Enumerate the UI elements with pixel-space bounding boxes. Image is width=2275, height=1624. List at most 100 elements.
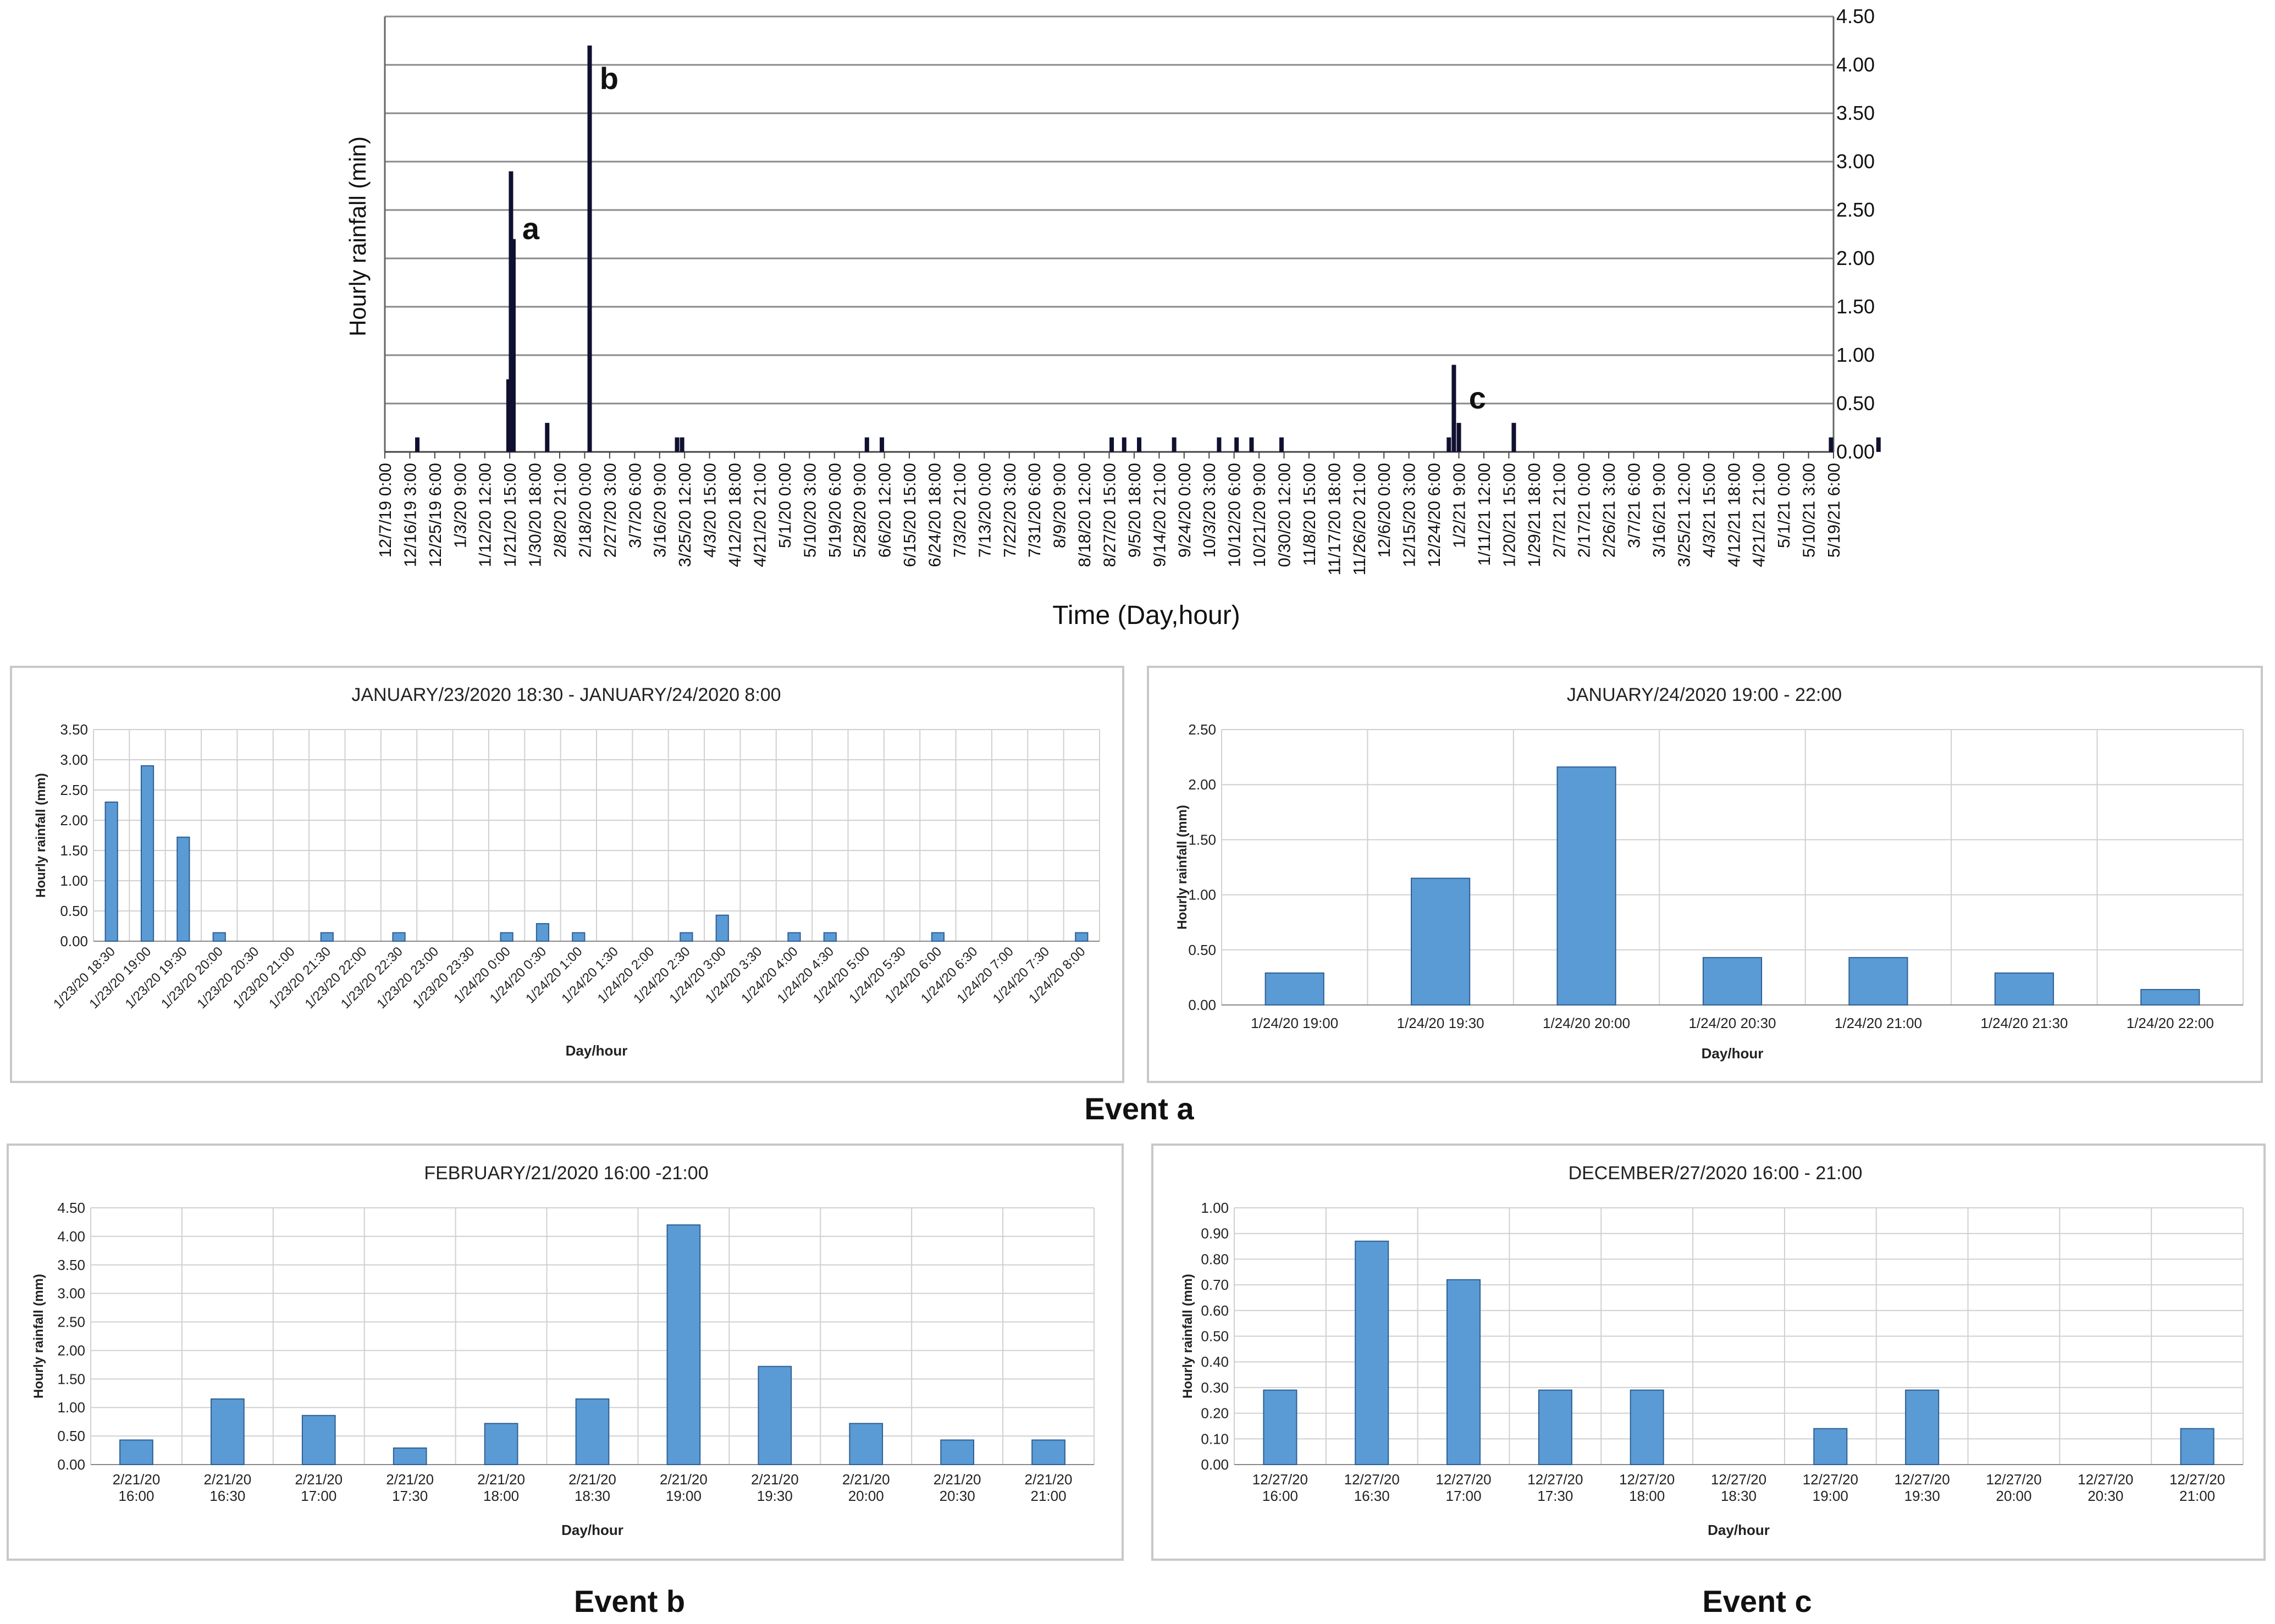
event_a_2-x-tick-label: 1/24/20 19:30: [1397, 1015, 1484, 1031]
overview-bar: [1511, 423, 1516, 452]
caption-event-c: Event c: [1702, 1584, 1812, 1619]
event_b-x-tick-label: 18:00: [483, 1488, 519, 1504]
event_c-y-tick-label: 0.80: [1201, 1251, 1229, 1267]
overview-bar: [680, 437, 684, 452]
event_b-y-tick-label: 3.50: [57, 1257, 85, 1273]
event_c-x-tick-label: 12/27/20: [1711, 1471, 1766, 1488]
event_c-x-tick-label: 12/27/20: [1619, 1471, 1675, 1488]
event_a_1-y-tick-label: 2.50: [60, 782, 88, 798]
event_b-y-tick-label: 2.00: [57, 1342, 85, 1358]
overview-chart: 0.00 0.50 1.00 1.50 2.00 2.50 3.00 3.50 4.00 4.50…: [345, 5, 1881, 630]
caption-event-b: Event b: [574, 1584, 685, 1619]
overview-annotation-a: a: [522, 211, 540, 246]
event_a_1-y-tick-label: 3.00: [60, 752, 88, 768]
overview-x-tick-label: 9/14/20 21:00: [1150, 463, 1169, 567]
event_a_1-x-axis-label: Day/hour: [566, 1042, 628, 1059]
overview-x-tick-label: 4/12/20 18:00: [725, 463, 744, 567]
event_a_2-bar: [1702, 957, 1763, 1006]
event-c-chart: DECEMBER/27/2020 16:00 - 21:00 0.00 0.10 0.…: [1180, 1163, 2244, 1538]
overview-x-tick-label: 4/21/21 21:00: [1749, 463, 1769, 567]
event_a_2-y-tick-label: 1.00: [1188, 887, 1216, 903]
event_b-x-tick-label: 2/21/20: [568, 1471, 616, 1488]
event_a_2-y-tick-label: 2.00: [1188, 776, 1216, 793]
event_a_1-y-tick-label: 0.00: [60, 933, 88, 949]
overview-y-tick-label: 2.00: [1836, 247, 1875, 269]
overview-x-tick-label: 1/20/21 15:00: [1499, 463, 1518, 567]
event_b-x-tick-label: 21:00: [1031, 1488, 1067, 1504]
overview-x-tick-label: 5/19/21 6:00: [1824, 463, 1843, 557]
event-c-panel-frame: [1151, 1144, 2266, 1561]
overview-x-tick-label: 3/7/20 6:00: [625, 463, 644, 548]
event_a_1-bar: [104, 802, 118, 942]
overview-x-tick-label: 2/7/21 21:00: [1549, 463, 1569, 557]
event_c-bar: [1905, 1389, 1940, 1466]
event_b-bar: [484, 1423, 518, 1466]
event_a_2-title: JANUARY/24/2020 19:00 - 22:00: [1567, 684, 1842, 705]
overview-bar: [1446, 437, 1451, 452]
event_c-bar: [1355, 1240, 1389, 1465]
event_c-x-tick-label: 19:30: [1904, 1488, 1940, 1504]
event_c-y-tick-label: 0.70: [1201, 1277, 1229, 1293]
overview-x-tick-label: 11/8/20 15:00: [1300, 463, 1319, 566]
overview-x-tick-label: 4/3/21 15:00: [1699, 463, 1719, 557]
overview-y-tick-label: 4.50: [1836, 5, 1875, 27]
event_a_1-bar: [212, 932, 226, 942]
event_b-bar: [301, 1415, 336, 1466]
event_c-x-tick-label: 12/27/20: [1895, 1471, 1950, 1488]
overview-x-tick-label: 10/21/20 9:00: [1250, 463, 1269, 567]
event_b-y-tick-label: 4.00: [57, 1228, 85, 1245]
overview-x-tick-label: 12/6/20 0:00: [1374, 463, 1394, 557]
overview-bar: [1217, 437, 1222, 452]
event_b-x-tick-label: 16:00: [118, 1488, 154, 1504]
overview-y-axis-label: Hourly rainfall (min): [345, 136, 371, 336]
overview-x-tick-label: 6/15/20 15:00: [900, 463, 919, 567]
event_a_1-bar: [931, 932, 945, 942]
overview-y-tick-label: 1.00: [1836, 344, 1875, 366]
event_b-bar: [211, 1398, 245, 1465]
event_a_1-bar: [140, 765, 154, 942]
event_c-x-tick-label: 12/27/20: [1803, 1471, 1858, 1488]
event_c-y-tick-label: 0.60: [1201, 1302, 1229, 1319]
event_b-x-tick-label: 17:00: [301, 1488, 336, 1504]
event_a_1-y-axis-label: Hourly rainfall (mm): [34, 773, 48, 898]
event_b-y-tick-label: 0.50: [57, 1428, 85, 1444]
event_b-x-tick-label: 18:30: [575, 1488, 610, 1504]
event_b-y-tick-label: 1.00: [57, 1399, 85, 1416]
event_b-x-tick-label: 19:30: [757, 1488, 793, 1504]
event_a_2-x-tick-label: 1/24/20 21:30: [1980, 1015, 2068, 1031]
overview-x-tick-label: 5/28/20 9:00: [850, 463, 869, 557]
event_c-y-tick-label: 0.20: [1201, 1405, 1229, 1422]
event_b-bar: [575, 1398, 610, 1465]
event_c-x-axis-label: Day/hour: [1708, 1522, 1770, 1538]
event_c-bar: [1263, 1389, 1297, 1466]
overview-bar: [675, 437, 680, 452]
event_a_2-x-tick-label: 1/24/20 22:00: [2127, 1015, 2214, 1031]
event_c-y-tick-label: 0.90: [1201, 1225, 1229, 1242]
overview-y-tick-label: 1.50: [1836, 295, 1875, 318]
overview-x-tick-label: 5/10/20 3:00: [800, 463, 819, 557]
event_c-y-tick-label: 0.50: [1201, 1328, 1229, 1345]
overview-x-tick-label: 1/12/20 12:00: [476, 463, 495, 567]
event_a_2-y-tick-label: 1.50: [1188, 831, 1216, 848]
overview-x-tick-label: 3/16/20 9:00: [650, 463, 670, 557]
event_c-x-tick-label: 12/27/20: [1252, 1471, 1308, 1488]
overview-x-tick-label: 11/17/20 18:00: [1324, 463, 1344, 576]
overview-x-tick-label: 4/21/20 21:00: [750, 463, 769, 567]
overview-x-tick-label: 5/1/20 0:00: [775, 463, 794, 548]
event_a_1-bar: [787, 932, 801, 942]
overview-x-tick-label: 4/12/21 18:00: [1724, 463, 1743, 567]
event_a_1-bar: [680, 932, 693, 942]
event_a_2-x-tick-label: 1/24/20 20:30: [1688, 1015, 1776, 1031]
overview-x-tick-label: 2/18/20 0:00: [575, 463, 594, 557]
overview-bar: [1109, 437, 1114, 452]
event_a_1-bar: [715, 914, 729, 942]
overview-bar: [1137, 437, 1142, 452]
event_c-bar: [1630, 1389, 1664, 1466]
event_c-x-tick-label: 12/27/20: [1527, 1471, 1583, 1488]
event_b-x-axis-label: Day/hour: [561, 1522, 623, 1538]
event-a-panel-2-frame: [1147, 666, 2263, 1083]
event_a_1-y-tick-label: 3.50: [60, 721, 88, 738]
overview-bar: [1122, 437, 1127, 452]
event_c-y-tick-label: 0.30: [1201, 1379, 1229, 1396]
